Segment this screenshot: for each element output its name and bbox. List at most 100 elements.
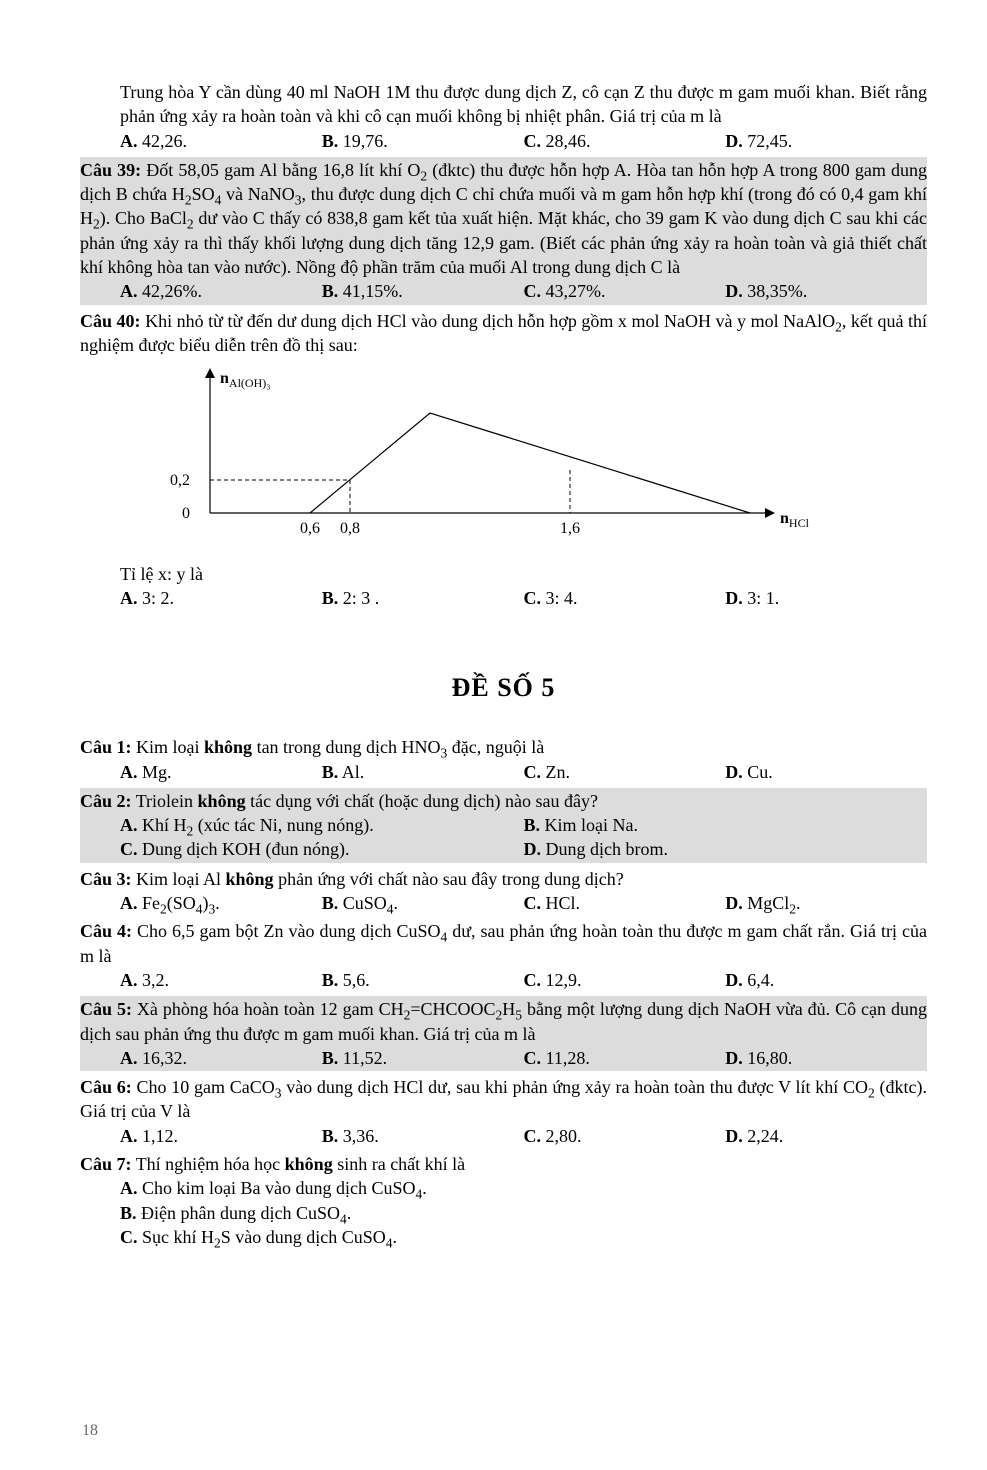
opt-b: B. Kim loại Na. [524,813,928,837]
q7c-s1: 2 [214,1235,221,1250]
opt-a-val: 16,32. [142,1048,187,1068]
q40-label: Câu 40: [80,311,141,331]
q2b-val: Kim loại Na. [545,815,638,835]
q1-label: Câu 1: [80,737,132,757]
q7-t2: không [285,1154,333,1174]
q1-t4: đặc, nguội là [447,737,544,757]
q39-sub6: 2 [187,217,194,232]
q3a2: (SO [167,893,196,913]
q4-label: Câu 4: [80,921,132,941]
opt-d: D. 6,4. [725,968,927,992]
opt-c: C. HCl. [524,891,726,915]
opt-a: A. 42,26. [120,129,322,153]
q2-options-row1: A. Khí H2 (xúc tác Ni, nung nóng). B. Ki… [120,813,927,837]
opt-d-val: 16,80. [747,1048,792,1068]
q7-text: Câu 7: Thí nghiệm hóa học không sinh ra … [80,1152,927,1176]
opt-a: A. Mg. [120,760,322,784]
q2-t3: tác dụng với chất (hoặc dung dịch) nào s… [246,791,598,811]
q3b1: CuSO [343,893,387,913]
opt-a: A. Fe2(SO4)3. [120,891,322,915]
q6-s2: 2 [868,1086,875,1101]
opt-c: C. 11,28. [524,1046,726,1070]
q2c-val: Dung dịch KOH (đun nóng). [142,839,349,859]
opt-a: A. Khí H2 (xúc tác Ni, nung nóng). [120,813,524,837]
opt-d: D. 3: 1. [725,586,927,610]
q7b-s: 4 [340,1211,347,1226]
xtick-1: 0,8 [340,520,360,537]
q39-text: Câu 39: Đốt 58,05 gam Al bằng 16,8 lít k… [80,158,927,279]
opt-d-val: 38,35%. [747,281,807,301]
opt-b-val: 11,52. [343,1048,387,1068]
opt-a-val: Mg. [142,762,172,782]
q6-t2: vào dung dịch HCl dư, sau khi phản ứng x… [281,1077,868,1097]
opt-c-val: 28,46. [546,131,591,151]
opt-d: D. Dung dịch brom. [524,837,928,861]
opt-a: A. 42,26%. [120,279,322,303]
q2a-t2: (xúc tác Ni, nung nóng). [193,815,373,835]
q7b2: . [347,1203,352,1223]
q3-options: A. Fe2(SO4)3. B. CuSO4. C. HCl. D. MgCl2… [120,891,927,915]
chart-line [310,413,750,513]
chart-svg: 0,2 0 0,6 0,8 1,6 nAl(OH)₃ nHCl [120,363,820,553]
q5-t1: Xà phòng hóa hoàn toàn 12 gam CH [132,999,404,1019]
opt-d-val: 2,24. [747,1126,783,1146]
opt-c-val: 12,9. [546,970,582,990]
opt-d: D. Cu. [725,760,927,784]
opt-a: A. 1,12. [120,1124,322,1148]
opt-b: B. 41,15%. [322,279,524,303]
q3a4: . [215,893,220,913]
opt-d: D. 16,80. [725,1046,927,1070]
q3-t2: không [226,869,274,889]
q39: Câu 39: Đốt 58,05 gam Al bằng 16,8 lít k… [80,157,927,305]
opt-a-val: 3,2. [142,970,169,990]
opt-b-val: 5,6. [343,970,370,990]
q3-t1: Kim loại Al [132,869,226,889]
section-title: ĐỀ SỐ 5 [80,670,927,705]
q7-opt-b: B. Điện phân dung dịch CuSO4. [120,1201,927,1225]
q5-options: A. 16,32. B. 11,52. C. 11,28. D. 16,80. [120,1046,927,1070]
q39-t3: SO [192,184,215,204]
opt-b-val: 41,15%. [343,281,403,301]
q4-options: A. 3,2. B. 5,6. C. 12,9. D. 6,4. [120,968,927,992]
q7-label: Câu 7: [80,1154,132,1174]
q4-text: Câu 4: Cho 6,5 gam bột Zn vào dung dịch … [80,919,927,968]
opt-a-val: 1,12. [142,1126,178,1146]
q7-t1: Thí nghiệm hóa học [132,1154,285,1174]
q7a1: Cho kim loại Ba vào dung dịch CuSO [142,1178,416,1198]
q5-t2: =CHCOOC [410,999,495,1019]
ytick-label: 0,2 [170,472,190,489]
opt-b-val: 19,76. [343,131,388,151]
opt-b: B. CuSO4. [322,891,524,915]
q7c-s2: 4 [386,1235,393,1250]
q39-t4: và NaNO [221,184,294,204]
q39-label: Câu 39: [80,160,141,180]
opt-d: D. 38,35%. [725,279,927,303]
q3-t3: phản ứng với chất nào sau đây trong dung… [274,869,624,889]
q1: Câu 1: Kim loại không tan trong dung dịc… [80,735,927,784]
opt-a-val: 42,26%. [142,281,202,301]
q1-options: A. Mg. B. Al. C. Zn. D. Cu. [120,760,927,784]
xtick-2: 1,6 [560,520,580,537]
q40-options: A. 3: 2. B. 2: 3 . C. 3: 4. D. 3: 1. [120,586,927,610]
q2-label: Câu 2: [80,791,132,811]
q6-text: Câu 6: Cho 10 gam CaCO3 vào dung dịch HC… [80,1075,927,1124]
page-number: 18 [82,1420,98,1442]
opt-c-val: 2,80. [546,1126,582,1146]
opt-b: B. 19,76. [322,129,524,153]
q3a1: Fe [142,893,160,913]
opt-b: B. 2: 3 . [322,586,524,610]
opt-a: A. 16,32. [120,1046,322,1070]
q5-label: Câu 5: [80,999,132,1019]
q2-t1: Triolein [132,791,198,811]
opt-d-val: Cu. [747,762,773,782]
opt-c-val: Zn. [546,762,571,782]
opt-d: D. 72,45. [725,129,927,153]
q3a-s1: 2 [160,902,167,917]
q7: Câu 7: Thí nghiệm hóa học không sinh ra … [80,1152,927,1249]
q2a-t1: Khí H [142,815,187,835]
x-arrow [765,508,775,518]
q7b1: Điện phân dung dịch CuSO [141,1203,340,1223]
q3b2: . [394,893,399,913]
opt-a: A. 3: 2. [120,586,322,610]
q1-t2: không [204,737,252,757]
